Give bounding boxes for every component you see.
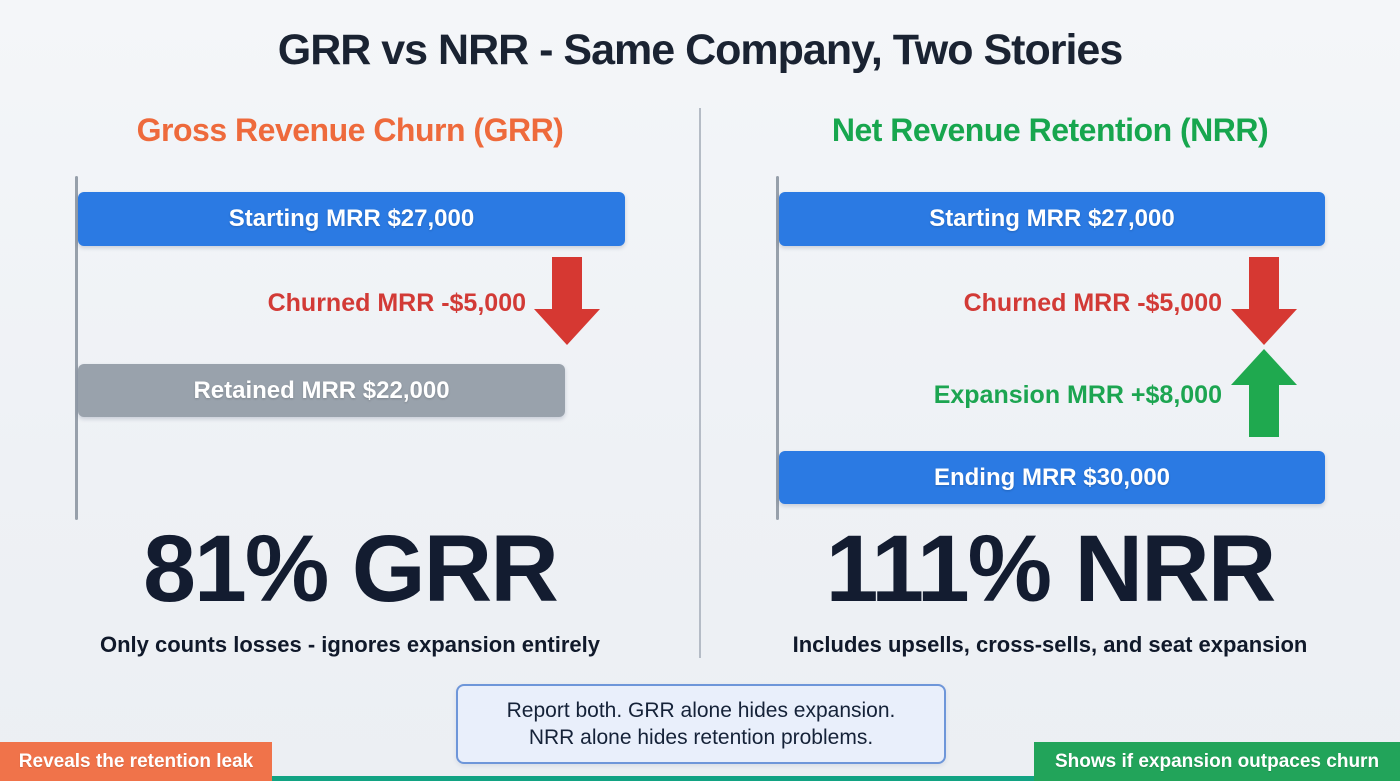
nrr-starting-bar-label: Starting MRR $27,000	[929, 205, 1175, 232]
grr-starting-bar: Starting MRR $27,000	[78, 192, 625, 246]
nrr-expansion-label: Expansion MRR +$8,000	[933, 381, 1222, 409]
nrr-note: Includes upsells, cross-sells, and seat …	[792, 632, 1308, 657]
grr-badge: Reveals the retention leak	[0, 742, 272, 781]
grr-churned-label: Churned MRR -$5,000	[267, 289, 526, 317]
arrow-shaft	[1249, 257, 1279, 309]
nrr-ending-bar-label: Ending MRR $30,000	[933, 463, 1171, 491]
grr-note: Only counts losses - ignores expansion e…	[99, 632, 601, 657]
bottom-accent-bar	[0, 776, 1400, 781]
summary-callout-box: Report both. GRR alone hides expansion. …	[456, 684, 946, 764]
nrr-badge: Shows if expansion outpaces churn	[1034, 742, 1400, 781]
nrr-panel: Net Revenue Retention (NRR) Starting MRR…	[700, 0, 1400, 781]
arrow-head	[1231, 309, 1297, 345]
nrr-starting-bar: Starting MRR $27,000	[779, 192, 1325, 246]
grr-starting-bar-label: Starting MRR $27,000	[228, 205, 475, 232]
arrow-shaft	[552, 257, 582, 309]
red-down-arrow-icon	[1231, 257, 1297, 345]
nrr-ending-bar: Ending MRR $30,000	[779, 451, 1325, 504]
nrr-heading: Net Revenue Retention (NRR)	[831, 112, 1269, 148]
grr-retained-bar-label: Retained MRR $22,000	[193, 376, 450, 404]
grr-panel: Gross Revenue Churn (GRR) Starting MRR $…	[75, 112, 625, 657]
arrow-head	[534, 309, 600, 345]
nrr-axis-line	[776, 176, 779, 520]
arrow-head	[1231, 349, 1297, 385]
grr-heading: Gross Revenue Churn (GRR)	[136, 112, 564, 148]
nrr-result: 111% NRR	[825, 516, 1277, 622]
grr-result: 81% GRR	[143, 516, 559, 622]
green-up-arrow-icon	[1231, 349, 1297, 437]
column-divider	[699, 108, 701, 658]
grr-axis-line	[75, 176, 78, 520]
page-title: GRR vs NRR - Same Company, Two Stories	[277, 26, 1123, 74]
grr-retained-bar: Retained MRR $22,000	[78, 364, 565, 417]
red-down-arrow-icon	[534, 257, 600, 345]
nrr-churned-label: Churned MRR -$5,000	[963, 289, 1222, 317]
arrow-shaft	[1249, 385, 1279, 437]
summary-line-1: Report both. GRR alone hides expansion.	[506, 698, 896, 722]
summary-line-2: NRR alone hides retention problems.	[528, 725, 874, 749]
